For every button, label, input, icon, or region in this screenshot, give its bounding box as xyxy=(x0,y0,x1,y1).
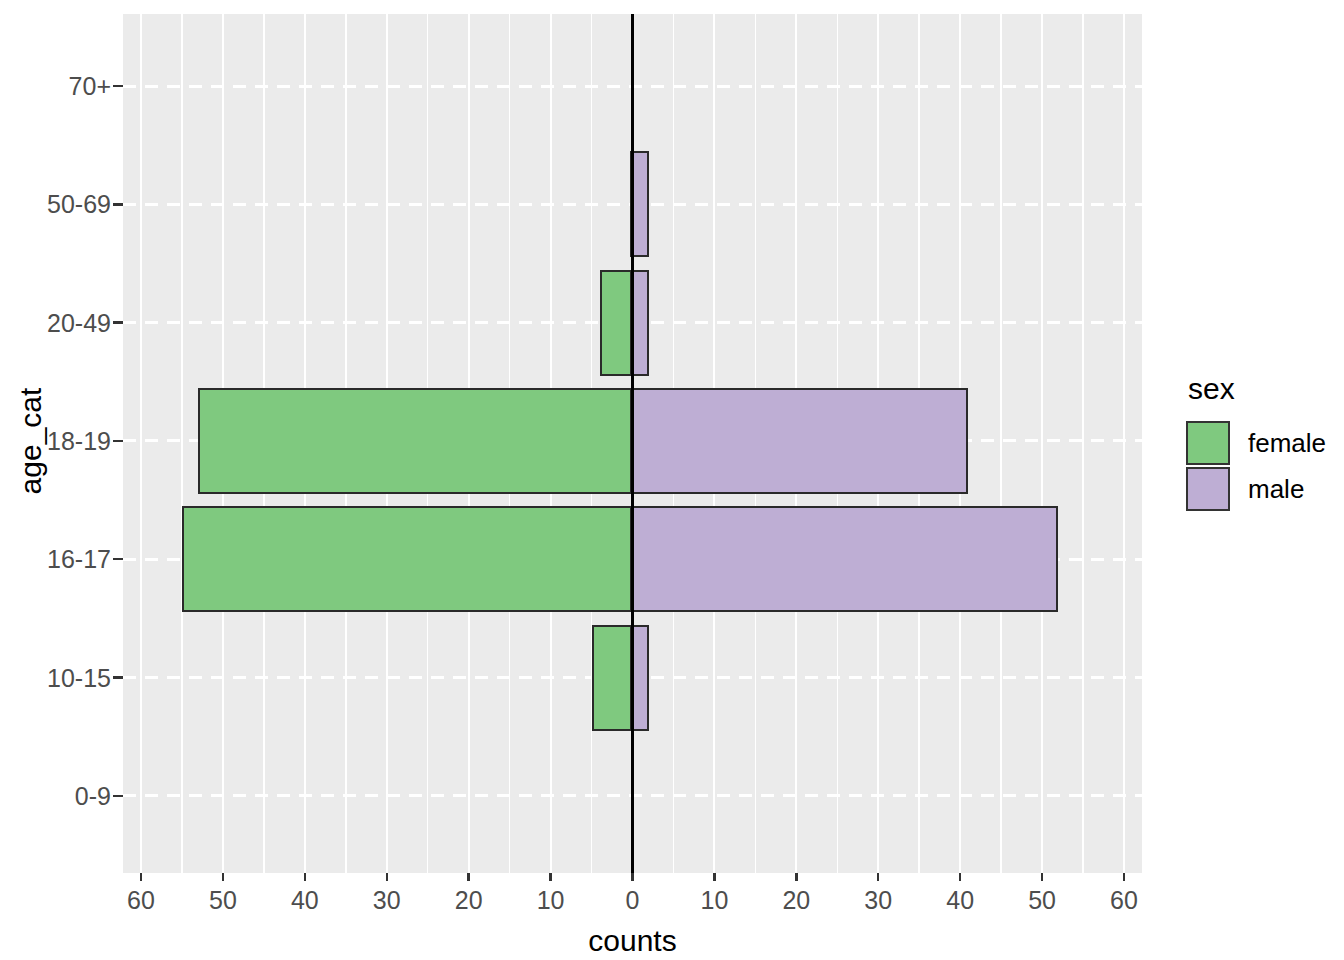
x-tick-label: 40 xyxy=(946,886,974,915)
major-gridline xyxy=(1041,14,1043,873)
population-pyramid-figure: 605040302010010203040506070+50-6920-4918… xyxy=(0,0,1344,960)
y-tick-label: 16-17 xyxy=(0,545,111,574)
x-tick-mark xyxy=(140,873,143,881)
major-gridline xyxy=(1123,14,1125,873)
y-tick-mark xyxy=(113,795,123,798)
x-tick-label: 10 xyxy=(701,886,729,915)
legend-key-swatch xyxy=(1186,421,1230,465)
y-tick-mark xyxy=(113,558,123,561)
x-axis-title: counts xyxy=(123,924,1142,958)
y-tick-mark xyxy=(113,85,123,88)
zero-reference-line xyxy=(631,14,634,873)
bar-female-18-19 xyxy=(198,388,635,494)
bar-female-16-17 xyxy=(182,506,635,612)
legend-key-swatch xyxy=(1186,467,1230,511)
y-tick-label: 10-15 xyxy=(0,663,111,692)
legend-label: male xyxy=(1248,474,1304,505)
y-tick-mark xyxy=(113,203,123,206)
x-tick-mark xyxy=(222,873,225,881)
x-tick-label: 0 xyxy=(626,886,640,915)
x-tick-mark xyxy=(1041,873,1044,881)
legend-label: female xyxy=(1248,428,1326,459)
x-tick-mark xyxy=(467,873,470,881)
x-tick-label: 50 xyxy=(1028,886,1056,915)
y-tick-mark xyxy=(113,440,123,443)
y-tick-label: 50-69 xyxy=(0,190,111,219)
x-tick-mark xyxy=(795,873,798,881)
legend-item-female: female xyxy=(1186,420,1326,466)
legend-title: sex xyxy=(1188,372,1326,406)
x-tick-mark xyxy=(304,873,307,881)
y-tick-mark xyxy=(113,676,123,679)
x-tick-label: 50 xyxy=(209,886,237,915)
x-tick-label: 30 xyxy=(864,886,892,915)
x-tick-label: 60 xyxy=(1110,886,1138,915)
x-tick-mark xyxy=(959,873,962,881)
minor-gridline xyxy=(1000,14,1002,873)
minor-gridline xyxy=(181,14,183,873)
y-tick-label: 20-49 xyxy=(0,308,111,337)
x-tick-label: 10 xyxy=(537,886,565,915)
major-gridline xyxy=(140,14,142,873)
x-tick-mark xyxy=(877,873,880,881)
y-tick-mark xyxy=(113,321,123,324)
plot-panel xyxy=(123,14,1142,873)
legend-items: female male xyxy=(1186,420,1326,512)
x-tick-label: 30 xyxy=(373,886,401,915)
bar-female-10-15 xyxy=(592,625,635,731)
bar-male-16-17 xyxy=(630,506,1058,612)
x-tick-mark xyxy=(386,873,389,881)
x-tick-label: 20 xyxy=(782,886,810,915)
x-tick-label: 20 xyxy=(455,886,483,915)
y-tick-label: 0-9 xyxy=(0,781,111,810)
x-tick-mark xyxy=(1123,873,1126,881)
x-tick-mark xyxy=(713,873,716,881)
minor-gridline xyxy=(1082,14,1084,873)
legend-item-male: male xyxy=(1186,466,1326,512)
legend: sex female male xyxy=(1186,372,1326,512)
x-tick-mark xyxy=(549,873,552,881)
x-tick-mark xyxy=(631,873,634,881)
x-tick-label: 60 xyxy=(127,886,155,915)
x-tick-label: 40 xyxy=(291,886,319,915)
y-tick-label: 70+ xyxy=(0,72,111,101)
y-axis-title: age_cat xyxy=(14,388,48,495)
bar-male-18-19 xyxy=(630,388,968,494)
